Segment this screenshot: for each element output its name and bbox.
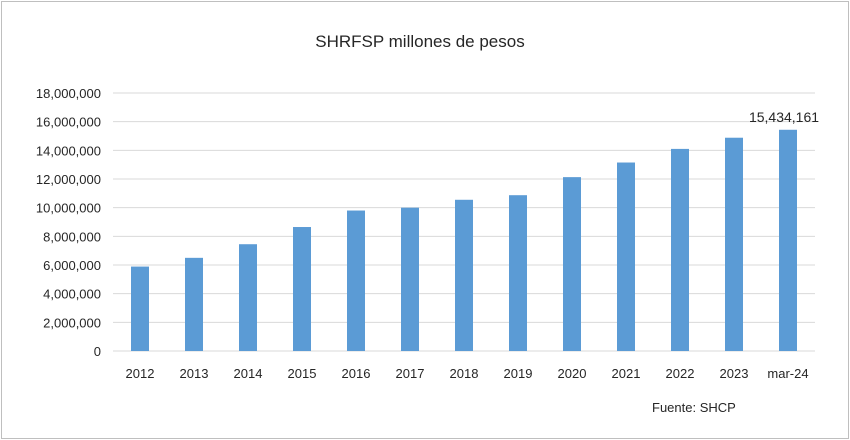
- x-tick-label: 2012: [126, 366, 155, 381]
- y-tick-label: 16,000,000: [36, 115, 101, 130]
- x-tick-label: 2023: [720, 366, 749, 381]
- bar-mar-24: [779, 129, 797, 351]
- y-tick-label: 4,000,000: [43, 287, 101, 302]
- bar-2014: [239, 244, 257, 351]
- y-tick-label: 18,000,000: [36, 86, 101, 101]
- bar-2020: [563, 177, 581, 351]
- gridlines: [113, 92, 815, 323]
- bar-2018: [455, 199, 473, 351]
- x-tick-label: 2017: [396, 366, 425, 381]
- x-tick-label: 2020: [558, 366, 587, 381]
- x-tick-label: mar-24: [767, 366, 808, 381]
- data-labels: 15,434,161: [749, 109, 819, 125]
- data-label: 15,434,161: [749, 109, 819, 125]
- source-note: Fuente: SHCP: [652, 400, 736, 415]
- bar-2012: [131, 266, 149, 351]
- bar-2016: [347, 210, 365, 351]
- x-tick-label: 2014: [234, 366, 263, 381]
- y-tick-label: 8,000,000: [43, 229, 101, 244]
- x-tick-label: 2013: [180, 366, 209, 381]
- y-axis-ticks: 0 2,000,000 4,000,000 6,000,000 8,000,000 10,…: [36, 86, 101, 359]
- x-tick-label: 2018: [450, 366, 479, 381]
- bar-2015: [293, 227, 311, 351]
- bar-2021: [617, 162, 635, 351]
- y-tick-label: 12,000,000: [36, 172, 101, 187]
- y-tick-label: 2,000,000: [43, 315, 101, 330]
- x-tick-label: 2016: [342, 366, 371, 381]
- y-tick-label: 10,000,000: [36, 201, 101, 216]
- x-tick-label: 2021: [612, 366, 641, 381]
- chart-title: SHRFSP millones de pesos: [315, 32, 524, 51]
- y-tick-label: 14,000,000: [36, 143, 101, 158]
- bar-2017: [401, 207, 419, 351]
- bar-2013: [185, 257, 203, 351]
- x-tick-label: 2015: [288, 366, 317, 381]
- bar-2023: [725, 137, 743, 351]
- x-axis-ticks: 2012 2013 2014 2015 2016 2017 2018 2019 2020 2021…: [126, 366, 809, 381]
- bar-2019: [509, 195, 527, 351]
- x-tick-label: 2019: [504, 366, 533, 381]
- bar-2022: [671, 148, 689, 351]
- x-tick-label: 2022: [666, 366, 695, 381]
- y-tick-label: 0: [94, 344, 101, 359]
- bars: [131, 129, 797, 351]
- y-tick-label: 6,000,000: [43, 258, 101, 273]
